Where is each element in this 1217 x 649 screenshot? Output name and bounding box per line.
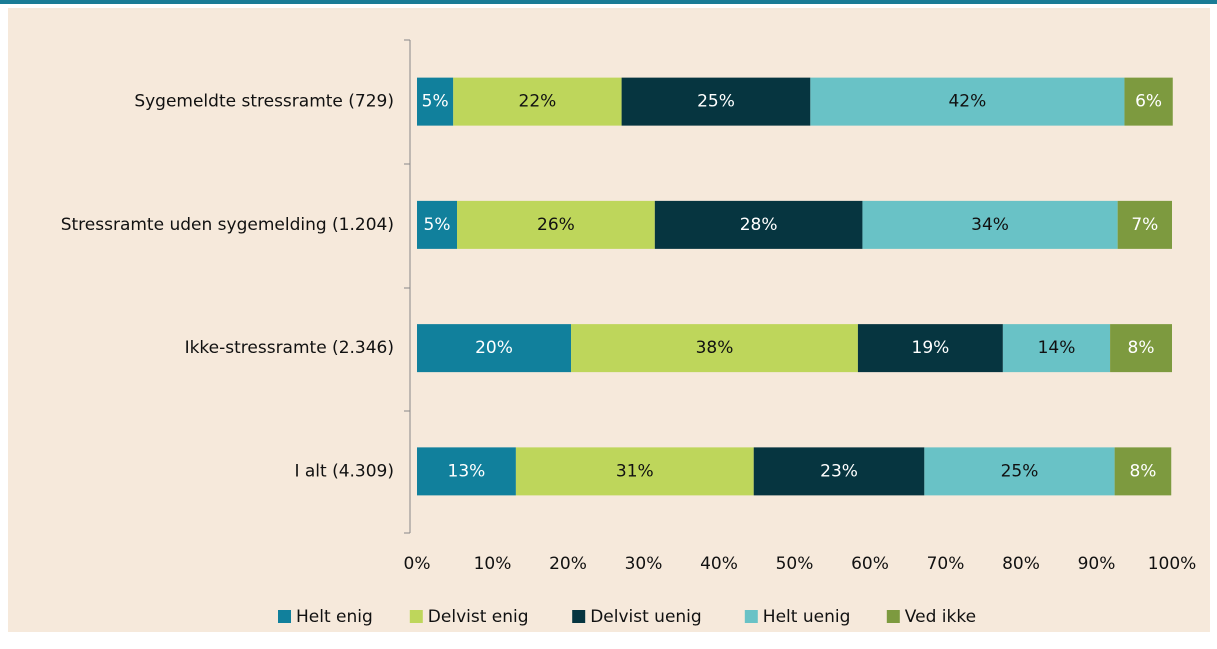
legend-swatch: [572, 610, 586, 623]
bar-segment: [457, 200, 655, 249]
bar-segment: [862, 200, 1118, 249]
value-label: 25%: [697, 92, 735, 112]
x-tick-label: 80%: [1002, 554, 1040, 574]
bar-segment: [621, 77, 811, 126]
bar-segment: [417, 324, 572, 373]
bar-segment: [417, 200, 458, 249]
legend-swatch: [886, 610, 900, 623]
value-label: 8%: [1128, 338, 1155, 358]
value-label: 26%: [537, 215, 575, 235]
value-label: 42%: [948, 92, 986, 112]
y-tick-label: I alt (4.309): [294, 461, 394, 481]
value-label: 5%: [422, 92, 449, 112]
top-bar: [0, 0, 1217, 4]
bar-segment: [1110, 324, 1172, 373]
x-tick-label: 10%: [474, 554, 512, 574]
x-tick-label: 90%: [1078, 554, 1116, 574]
value-label: 25%: [1001, 461, 1039, 481]
value-label: 14%: [1038, 338, 1076, 358]
bar-segment: [1002, 324, 1111, 373]
value-label: 20%: [475, 338, 513, 358]
legend-swatch: [409, 610, 423, 623]
y-tick-label: Ikke-stressramte (2.346): [185, 338, 394, 358]
legend-label: Delvist uenig: [590, 607, 702, 627]
value-label: 31%: [616, 461, 654, 481]
bar-segment: [654, 200, 863, 249]
y-tick-label: Sygemeldte stressramte (729): [134, 92, 394, 112]
y-tick-label: Stressramte uden sygemelding (1.204): [61, 215, 394, 235]
value-label: 19%: [912, 338, 950, 358]
legend-swatch: [278, 610, 291, 623]
bar-segment: [1124, 77, 1173, 126]
x-tick-label: 60%: [851, 554, 889, 574]
bar-segment: [453, 77, 622, 126]
bar-segment: [857, 324, 1003, 373]
value-label: 5%: [424, 215, 451, 235]
y-axis: [404, 39, 411, 534]
value-label: 28%: [740, 215, 778, 235]
value-label: 6%: [1135, 92, 1162, 112]
legend-label: Helt uenig: [763, 607, 851, 627]
bar-segment: [924, 447, 1115, 496]
bar-segment: [417, 447, 516, 496]
x-tick-label: 20%: [549, 554, 587, 574]
bar-segment: [1117, 200, 1172, 249]
x-tick-label: 50%: [776, 554, 814, 574]
value-label: 8%: [1129, 461, 1156, 481]
legend-label: Helt enig: [296, 607, 373, 627]
x-tick-label: 0%: [404, 554, 431, 574]
value-label: 13%: [448, 461, 486, 481]
x-tick-label: 30%: [625, 554, 663, 574]
x-tick-label: 70%: [927, 554, 965, 574]
value-label: 23%: [820, 461, 858, 481]
value-label: 22%: [519, 92, 557, 112]
value-label: 34%: [971, 215, 1009, 235]
x-tick-label: 40%: [700, 554, 738, 574]
bar-segment: [753, 447, 925, 496]
legend-label: Delvist enig: [428, 607, 529, 627]
value-label: 38%: [696, 338, 734, 358]
bar-segment: [515, 447, 754, 496]
bar-segment: [417, 77, 454, 126]
bar-segment: [571, 324, 858, 373]
x-tick-label: 100%: [1148, 554, 1197, 574]
bar-segment: [1114, 447, 1172, 496]
legend-swatch: [744, 610, 758, 623]
bar-segment: [810, 77, 1125, 126]
legend-label: Ved ikke: [905, 607, 976, 627]
value-label: 7%: [1131, 215, 1158, 235]
